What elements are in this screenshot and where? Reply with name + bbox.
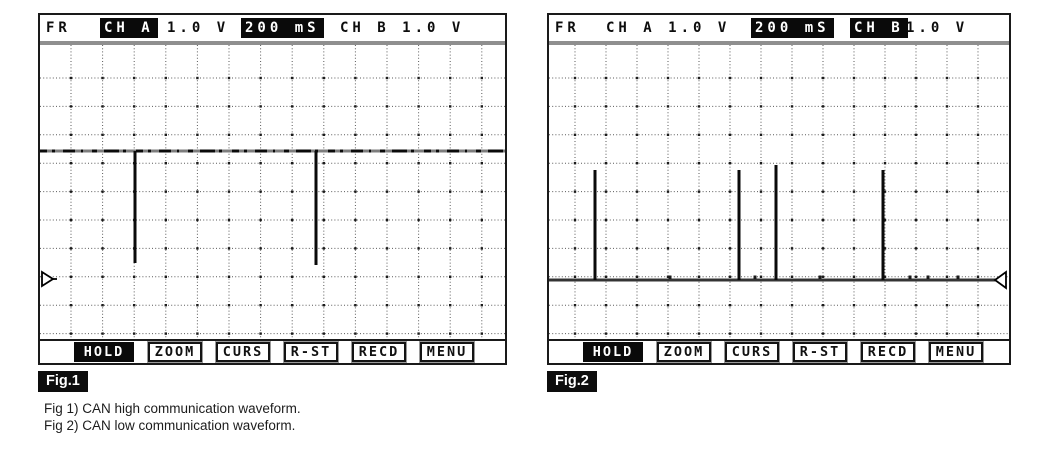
can-low-trace	[549, 45, 1009, 339]
caption-fig1: Fig 1) CAN high communication waveform.	[44, 401, 301, 416]
rst-button[interactable]: R-ST	[284, 342, 338, 362]
caption-fig2: Fig 2) CAN low communication waveform.	[44, 417, 296, 433]
oscilloscope-panel-1: FR CH A 1.0 V 200 mS CH B 1.0 V HOLD ZOO…	[38, 13, 507, 365]
hold-button[interactable]: HOLD	[583, 342, 643, 362]
channel-b-label: CH B	[850, 18, 908, 38]
scope-header: FR CH A 1.0 V 200 mS CH B 1.0 V	[40, 15, 505, 41]
menu-button[interactable]: MENU	[929, 342, 983, 362]
trigger-mode-label: FR	[46, 20, 71, 36]
menu-button[interactable]: MENU	[420, 342, 474, 362]
waveform-display	[549, 45, 1009, 339]
header-separator	[549, 41, 1009, 45]
waveform-display	[40, 45, 505, 339]
channel-b-scale: 1.0 V	[906, 20, 969, 36]
figure-captions: Fig 1) CAN high communication waveform. …	[44, 401, 301, 434]
hold-button[interactable]: HOLD	[74, 342, 134, 362]
scope-header: FR CH A 1.0 V 200 mS CH B 1.0 V	[549, 15, 1009, 41]
rst-button[interactable]: R-ST	[793, 342, 847, 362]
zoom-button[interactable]: ZOOM	[148, 342, 202, 362]
recd-button[interactable]: RECD	[352, 342, 406, 362]
curs-button[interactable]: CURS	[725, 342, 779, 362]
curs-button[interactable]: CURS	[216, 342, 270, 362]
timebase-label: 200 mS	[751, 18, 834, 38]
figure-label-2: Fig.2	[547, 371, 597, 392]
zoom-button[interactable]: ZOOM	[657, 342, 711, 362]
channel-a-label: CH A	[100, 18, 158, 38]
recd-button[interactable]: RECD	[861, 342, 915, 362]
softkey-row: HOLD ZOOM CURS R-ST RECD MENU	[40, 339, 505, 363]
oscilloscope-panel-2: FR CH A 1.0 V 200 mS CH B 1.0 V HOLD ZOO…	[547, 13, 1011, 365]
trigger-mode-label: FR	[555, 20, 580, 36]
softkey-row: HOLD ZOOM CURS R-ST RECD MENU	[549, 339, 1009, 363]
channel-b-label: CH B 1.0 V	[340, 20, 465, 36]
timebase-label: 200 mS	[241, 18, 324, 38]
channel-a-label: CH A 1.0 V	[606, 20, 731, 36]
can-high-trace	[40, 45, 505, 339]
figure-label-1: Fig.1	[38, 371, 88, 392]
channel-a-scale: 1.0 V	[167, 20, 230, 36]
header-separator	[40, 41, 505, 45]
